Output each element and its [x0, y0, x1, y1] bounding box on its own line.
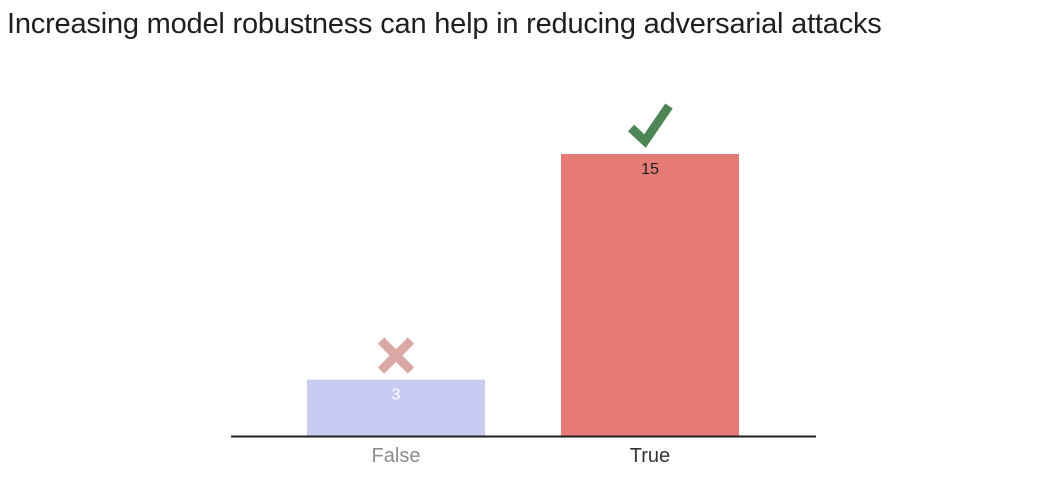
cross-icon — [377, 337, 415, 374]
check-icon — [627, 103, 673, 148]
bar-false — [307, 379, 485, 436]
chart-title: Increasing model robustness can help in … — [7, 8, 882, 40]
value-label-true: 15 — [641, 161, 659, 178]
category-label-true: True — [630, 445, 670, 467]
value-label-false: 3 — [392, 387, 401, 404]
category-label-false: False — [372, 445, 421, 467]
bar-true — [561, 154, 739, 436]
